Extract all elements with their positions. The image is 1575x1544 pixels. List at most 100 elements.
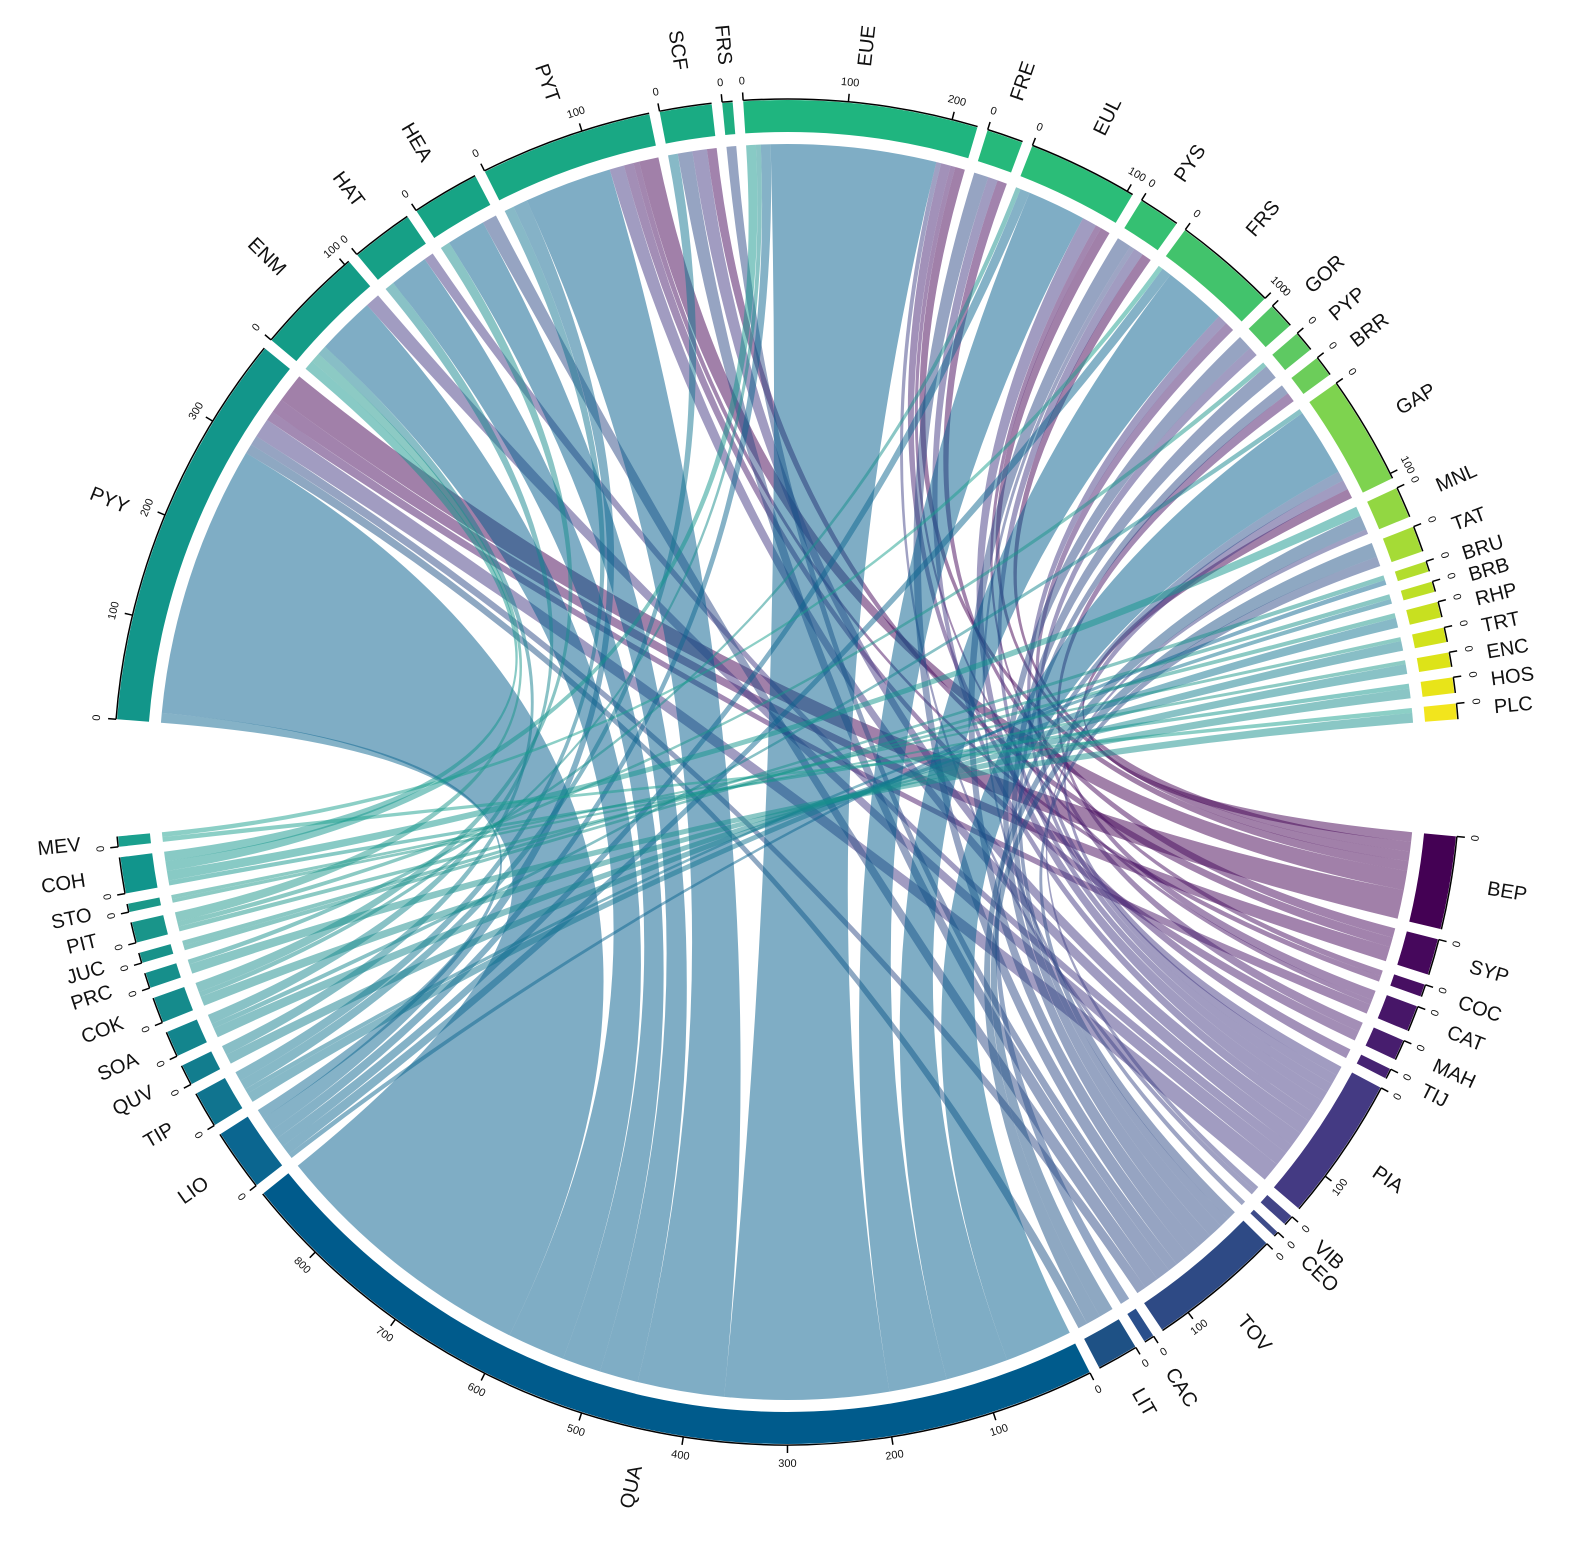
sector-label: COK [78,1012,127,1048]
tick-label: 0 [1451,940,1464,949]
tick-mark [120,911,129,915]
sector-label: COH [40,870,87,899]
tick-label: 0 [738,75,745,87]
tick-mark [578,1412,583,1421]
tick-mark [110,846,119,849]
sector-arc [416,176,491,238]
ribbon [859,192,1084,1392]
tick-label: 0 [1345,366,1358,378]
axis-line [165,1032,178,1057]
ribbon [164,361,518,862]
sector-label: TRT [1480,608,1522,637]
axis-line [1431,581,1437,592]
ribbon [449,222,687,1382]
ribbon [325,305,641,1359]
sector-label: FRS [1242,196,1285,241]
sector-arc [1309,383,1392,493]
sector-label: MEV [36,834,82,860]
tick-mark [1324,1175,1332,1182]
sector-arc [1397,931,1438,975]
sector-arc [263,1173,1090,1445]
tick-label: 0 [717,77,724,90]
sector-arc [220,1116,283,1186]
axis-line [722,100,733,103]
tick-mark [1187,1311,1194,1320]
tick-label: 0 [117,964,130,973]
tick-mark [207,1124,215,1131]
sector-arc [1291,358,1330,394]
sector-arc [1400,581,1435,601]
tick-mark [390,1318,396,1327]
tick-label: 300 [778,1458,796,1470]
tick-label: 100 [106,600,122,621]
ribbon [482,215,1158,1288]
sector-arc [145,963,181,988]
tick-mark [578,123,583,132]
tick-label: 0 [1425,515,1438,525]
tick-mark [183,1083,192,1089]
sector-label: BEP [1486,878,1529,906]
ribbon [1063,480,1348,1076]
axis-line [116,836,119,847]
tick-label: 0 [153,1059,166,1070]
tick-mark [1425,558,1434,563]
sector-arc [1382,526,1422,563]
ribbon [182,575,1385,946]
tick-mark [1437,599,1447,603]
tick-mark [657,103,661,112]
tick-mark [480,1373,486,1381]
axis-line [1437,601,1443,618]
sector-label: PIT [65,930,100,959]
tick-label: 0 [470,147,481,160]
tick-label: 400 [670,1448,690,1463]
tick-mark [351,247,358,255]
tick-label: 0 [1450,592,1463,601]
tick-mark [1390,1068,1399,1074]
ribbon [1027,316,1333,1093]
tick-mark [1425,984,1434,989]
tick-label: 0 [1034,121,1044,134]
sector-label: TIJ [1417,1080,1452,1112]
axis-line [1335,382,1394,479]
tick-label: 0 [1305,315,1318,327]
sector-label: FRS [710,24,735,66]
tick-mark [741,92,744,101]
tick-mark [264,334,272,341]
tick-mark [1380,1087,1389,1093]
sector-label: SYP [1467,956,1512,988]
tick-mark [1126,184,1132,192]
ribbon [171,637,1402,899]
tick-mark [154,1021,163,1027]
sector-arc [154,986,193,1023]
sector-arc [196,1078,243,1125]
axis-line [987,128,1023,143]
tick-mark [309,1251,316,1259]
tick-label: 0 [1285,1239,1298,1252]
tick-label: 0 [125,989,138,999]
tick-label: 100 [566,104,587,121]
ribbon [161,453,604,1336]
tick-mark [1089,1372,1095,1381]
tick-mark [141,987,150,992]
tick-mark [249,1185,257,1192]
axis-line [144,972,151,989]
tick-mark [157,511,166,516]
sector-arc [139,944,174,963]
sector-arc [1124,200,1177,251]
sector-label: PLC [1493,693,1534,718]
tick-mark [1153,1335,1159,1344]
sector-arc [1394,561,1429,582]
sector-label: ENM [243,233,290,280]
axis-line [270,260,350,341]
tick-mark [1135,1347,1141,1355]
sector-label: SCF [664,29,692,72]
tick-mark [1184,222,1191,231]
sector-arc [1165,230,1265,322]
tick-label: 0 [1093,1383,1104,1396]
sector-arc [182,1051,221,1084]
tick-label: 100 [989,1422,1010,1439]
tick-label: 0 [1158,1345,1170,1358]
ribbons [160,143,1414,1400]
